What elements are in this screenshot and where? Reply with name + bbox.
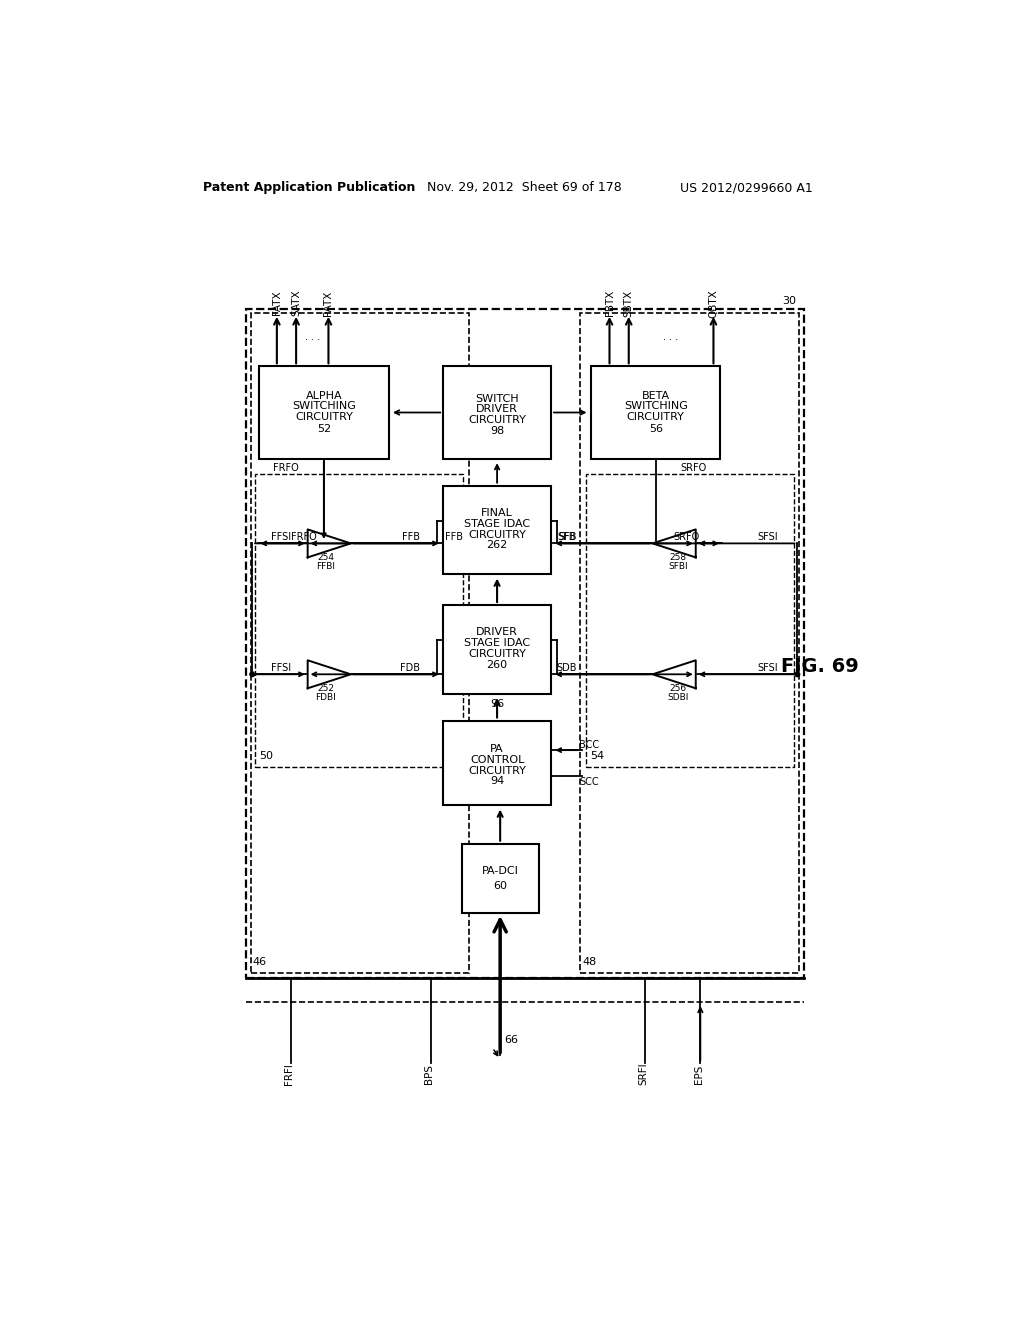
- Text: SCC: SCC: [580, 776, 599, 787]
- Text: SWITCHING: SWITCHING: [292, 401, 355, 412]
- Text: SDBI: SDBI: [668, 693, 689, 702]
- Text: CIRCUITRY: CIRCUITRY: [468, 649, 526, 659]
- Text: EPS: EPS: [694, 1064, 703, 1084]
- Text: 254: 254: [316, 553, 334, 562]
- Text: 252: 252: [316, 684, 334, 693]
- Text: 98: 98: [489, 426, 504, 436]
- Text: SWITCH: SWITCH: [475, 393, 519, 404]
- Text: US 2012/0299660 A1: US 2012/0299660 A1: [680, 181, 813, 194]
- Text: BPS: BPS: [424, 1064, 434, 1084]
- Circle shape: [795, 672, 800, 677]
- Polygon shape: [652, 660, 695, 688]
- Bar: [443, 721, 551, 805]
- Polygon shape: [307, 529, 351, 557]
- Text: 30: 30: [782, 296, 797, 306]
- Text: FFB: FFB: [402, 532, 420, 543]
- Text: CIRCUITRY: CIRCUITRY: [468, 766, 526, 776]
- Text: CONTROL: CONTROL: [470, 755, 524, 764]
- Text: SFSI: SFSI: [758, 532, 778, 543]
- Bar: [259, 367, 388, 459]
- Text: QBTX: QBTX: [709, 289, 719, 318]
- Bar: [462, 843, 539, 913]
- Text: FATX: FATX: [271, 290, 282, 315]
- Text: CIRCUITRY: CIRCUITRY: [468, 416, 526, 425]
- Text: Patent Application Publication: Patent Application Publication: [203, 181, 416, 194]
- Polygon shape: [307, 660, 351, 688]
- Text: SATX: SATX: [291, 290, 301, 317]
- Text: FFSI: FFSI: [271, 532, 292, 543]
- Text: BETA: BETA: [642, 391, 670, 400]
- Text: 56: 56: [648, 425, 663, 434]
- Text: Nov. 29, 2012  Sheet 69 of 178: Nov. 29, 2012 Sheet 69 of 178: [427, 181, 623, 194]
- Bar: [587, 474, 795, 767]
- Text: SFSI: SFSI: [758, 663, 778, 673]
- Text: SRFI: SRFI: [638, 1063, 648, 1085]
- Polygon shape: [652, 529, 695, 557]
- Text: DRIVER: DRIVER: [476, 627, 518, 638]
- Text: 46: 46: [253, 957, 267, 968]
- Text: ALPHA: ALPHA: [305, 391, 342, 400]
- Text: CIRCUITRY: CIRCUITRY: [295, 412, 352, 422]
- Bar: [443, 605, 551, 693]
- Text: PA: PA: [490, 744, 504, 754]
- Text: PATX: PATX: [324, 290, 334, 315]
- Text: FRFI: FRFI: [285, 1063, 294, 1085]
- Text: 66: 66: [504, 1035, 518, 1045]
- Text: FDB: FDB: [400, 663, 420, 673]
- Text: 96: 96: [490, 700, 504, 709]
- Text: 260: 260: [486, 660, 508, 669]
- Text: SRFO: SRFO: [674, 532, 699, 543]
- Bar: [443, 367, 551, 459]
- Text: SFB: SFB: [557, 532, 575, 543]
- Text: 262: 262: [486, 540, 508, 550]
- Text: CIRCUITRY: CIRCUITRY: [627, 412, 685, 422]
- Text: 48: 48: [583, 957, 597, 968]
- Text: 50: 50: [259, 751, 273, 760]
- Text: FIG. 69: FIG. 69: [781, 657, 858, 676]
- Text: FRFO: FRFO: [291, 532, 317, 543]
- Text: SRFO: SRFO: [680, 463, 707, 473]
- Text: 54: 54: [590, 751, 604, 760]
- Text: 60: 60: [494, 880, 507, 891]
- Text: 52: 52: [316, 425, 331, 434]
- Text: STAGE IDAC: STAGE IDAC: [464, 519, 530, 529]
- Bar: [591, 367, 720, 459]
- Text: SFBI: SFBI: [669, 562, 688, 572]
- Text: FBTX: FBTX: [604, 290, 614, 317]
- Text: BCC: BCC: [580, 739, 599, 750]
- Text: 258: 258: [670, 553, 687, 562]
- Text: FFBI: FFBI: [315, 562, 335, 572]
- Text: FDBI: FDBI: [315, 693, 336, 702]
- Bar: [443, 486, 551, 574]
- Text: SDB: SDB: [556, 663, 577, 673]
- Text: STAGE IDAC: STAGE IDAC: [464, 638, 530, 648]
- Text: . . .: . . .: [305, 333, 319, 342]
- Text: SFB: SFB: [559, 532, 578, 543]
- Bar: [581, 313, 799, 973]
- Text: 256: 256: [670, 684, 687, 693]
- Circle shape: [250, 672, 255, 677]
- Text: 94: 94: [489, 776, 504, 787]
- Text: PA-DCI: PA-DCI: [481, 866, 518, 875]
- Bar: [255, 474, 463, 767]
- Bar: [246, 309, 804, 978]
- Bar: [251, 313, 469, 973]
- Text: SBTX: SBTX: [624, 289, 634, 317]
- Text: FFB: FFB: [444, 532, 463, 543]
- Text: SWITCHING: SWITCHING: [624, 401, 688, 412]
- Text: DRIVER: DRIVER: [476, 404, 518, 414]
- Text: FRFO: FRFO: [273, 463, 299, 473]
- Text: FFSI: FFSI: [271, 663, 292, 673]
- Text: . . .: . . .: [664, 333, 679, 342]
- Text: FINAL: FINAL: [481, 508, 513, 517]
- Text: CIRCUITRY: CIRCUITRY: [468, 529, 526, 540]
